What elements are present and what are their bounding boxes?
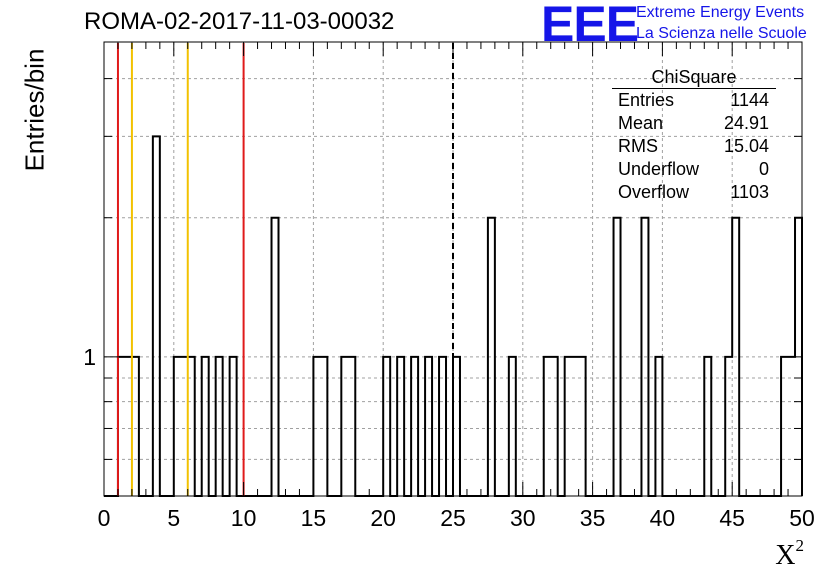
stats-value: 24.91 [723,113,769,133]
stats-value: 1103 [730,182,769,202]
x-tick-label: 40 [650,505,676,531]
eee-logo: EEE [541,0,639,52]
stats-label: Entries [618,90,675,110]
x-tick-label: 45 [719,505,745,531]
stats-title: ChiSquare [612,66,776,89]
stats-value: 1144 [730,90,769,110]
x-tick-label: 5 [167,505,180,531]
x-tick-label: 15 [301,505,327,531]
x-axis-label: X2 [775,536,804,572]
y-tick-label: 1 [83,344,96,370]
x-tick-label: 50 [789,505,815,531]
logo-caption-line1: Extreme Energy Events [636,4,805,21]
stats-row-rms: RMS 15.04 [612,135,776,158]
logo-caption-line2: La Scienza nelle Scuole [636,25,807,42]
x-tick-label: 20 [370,505,396,531]
logo-caption: Extreme Energy Events La Scienza nelle S… [636,2,807,44]
histogram-bin [153,136,160,496]
x-axis-label-exponent: 2 [795,536,805,555]
stats-box: ChiSquare Entries 1144 Mean 24.91 RMS 15… [612,66,776,204]
x-axis-label-base: X [775,540,796,571]
stats-label: RMS [618,136,658,156]
stats-label: Overflow [618,182,690,202]
x-tick-label: 0 [98,505,111,531]
stats-row-entries: Entries 1144 [612,89,776,112]
stats-value: 15.04 [723,136,769,156]
stats-row-underflow: Underflow 0 [612,158,776,181]
stats-value: 0 [758,159,769,179]
stats-row-overflow: Overflow 1103 [612,181,776,204]
x-tick-label: 10 [231,505,257,531]
x-tick-label: 25 [440,505,466,531]
x-tick-label: 35 [580,505,606,531]
x-tick-label: 30 [510,505,536,531]
stats-row-mean: Mean 24.91 [612,112,776,135]
run-title: ROMA-02-2017-11-03-00032 [84,8,395,35]
stats-label: Mean [618,113,664,133]
stats-label: Underflow [618,159,700,179]
